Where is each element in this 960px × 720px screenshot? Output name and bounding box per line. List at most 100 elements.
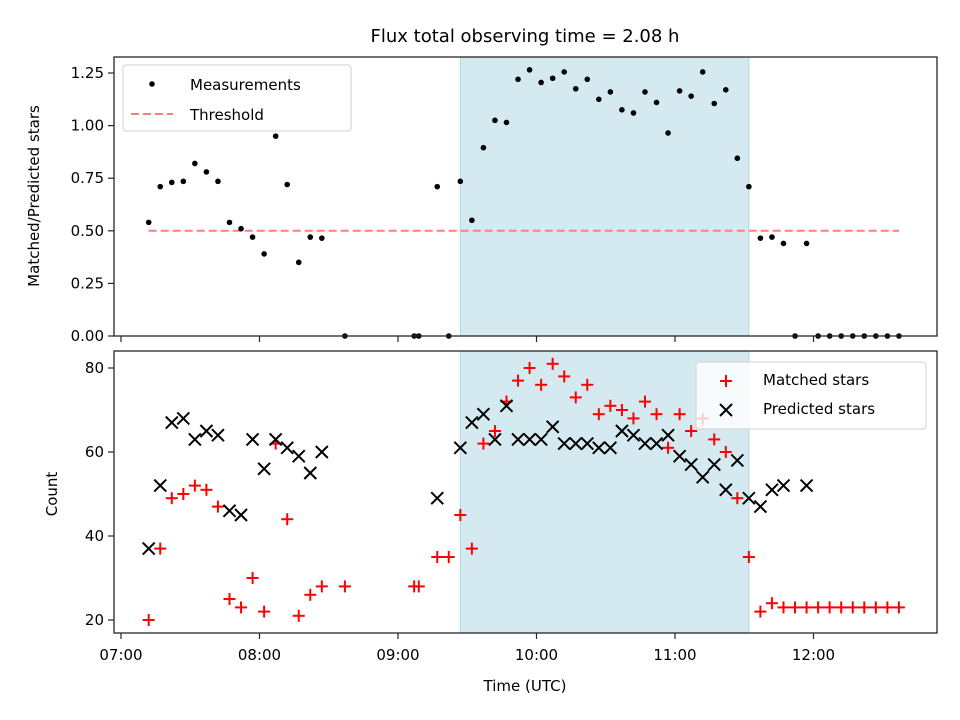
measurement-point (469, 217, 475, 224)
matched-stars-point (281, 513, 294, 526)
bottom-xtick-label: 11:00 (653, 646, 696, 664)
measurement-point (676, 88, 683, 94)
measurement-point (215, 178, 221, 185)
predicted-stars-point (684, 457, 698, 472)
predicted-stars-point (315, 445, 329, 459)
matched-stars-point (304, 588, 317, 601)
measurement-point (596, 96, 602, 103)
predicted-stars-point (303, 466, 317, 480)
matched-stars-point (523, 362, 536, 374)
predicted-stars-point (522, 432, 537, 447)
bottom-ylabel: Count (43, 472, 61, 517)
predicted-stars-point (234, 508, 248, 522)
matched-stars-point (477, 437, 490, 450)
predicted-stars-point (799, 478, 814, 493)
legend-predicted-marker (719, 403, 733, 417)
predicted-stars-point (257, 462, 271, 476)
chart-title: Flux total observing time = 2.08 h (371, 26, 680, 47)
top-ytick-label: 1.00 (71, 117, 104, 135)
predicted-stars-point (188, 432, 202, 447)
bottom-xtick-label: 09:00 (376, 646, 419, 664)
bottom-xtick-label: 08:00 (238, 646, 281, 664)
bottom-xlabel: Time (UTC) (483, 677, 567, 695)
measurement-point (238, 225, 244, 232)
predicted-stars-point (222, 504, 237, 518)
predicted-stars-point (707, 457, 721, 472)
matched-stars-point (754, 605, 767, 618)
top-legend: Measurements Threshold (122, 64, 352, 132)
measurement-point (168, 179, 175, 186)
measurement-point (157, 183, 164, 190)
matched-stars-point (211, 500, 224, 513)
predicted-stars-point (465, 415, 479, 430)
matched-stars-point (673, 408, 686, 421)
predicted-stars-point (499, 399, 514, 413)
measurement-point (492, 117, 498, 124)
predicted-stars-point (534, 432, 548, 447)
matched-stars-point (846, 601, 859, 614)
matched-stars-point (742, 551, 755, 563)
predicted-stars-point (776, 478, 791, 493)
matched-stars-point (650, 408, 663, 421)
bottom-ytick-label: 40 (85, 527, 104, 545)
measurement-point (688, 93, 694, 99)
matched-stars-point (569, 391, 582, 404)
predicted-stars-point (511, 432, 525, 447)
matched-stars-point (246, 572, 259, 584)
matched-stars-point (223, 593, 236, 605)
measurement-point (526, 67, 533, 73)
predicted-stars-point (280, 441, 294, 455)
matched-stars-point (581, 378, 594, 391)
measurement-point (642, 89, 648, 95)
measurement-point (307, 234, 314, 240)
measurement-point (757, 235, 764, 241)
measurement-point (561, 69, 567, 75)
predicted-stars-point (661, 428, 675, 442)
matched-stars-point (765, 597, 778, 610)
predicted-stars-point (730, 453, 745, 468)
measurement-point (457, 178, 464, 185)
legend-measurements-marker (149, 81, 155, 87)
predicted-stars-point (557, 436, 571, 451)
top-ylabel: Matched/Predicted stars (25, 105, 43, 287)
matched-stars-point (823, 601, 836, 614)
matched-stars-point (835, 601, 848, 614)
top-ytick-label: 0.00 (71, 327, 104, 345)
matched-stars-point (685, 425, 698, 437)
measurement-point (711, 100, 718, 107)
bottom-xtick-label: 10:00 (515, 646, 558, 664)
top-shaded-region (459, 56, 750, 337)
matched-stars-point (708, 433, 721, 446)
matched-stars-point (662, 441, 675, 454)
matched-stars-point (442, 551, 455, 563)
measurement-point (653, 99, 660, 106)
predicted-stars-point (753, 499, 768, 514)
measurement-point (769, 234, 775, 240)
measurement-point (734, 155, 741, 162)
measurement-point (226, 219, 233, 226)
matched-stars-point (412, 580, 425, 593)
matched-stars-point (789, 601, 802, 614)
predicted-stars-point (719, 483, 733, 497)
predicted-stars-point (430, 491, 444, 505)
predicted-stars-point (638, 436, 652, 451)
top-ytick-label: 0.25 (71, 274, 104, 292)
measurement-point (665, 130, 671, 136)
legend-matched-marker (720, 375, 732, 387)
predicted-stars-point (545, 420, 560, 434)
matched-stars-point (812, 601, 825, 614)
predicted-stars-point (615, 424, 629, 438)
matched-stars-point (235, 601, 248, 614)
bottom-ytick-label: 60 (85, 443, 104, 461)
matched-stars-point (892, 601, 905, 614)
top-ytick-label: 1.25 (71, 64, 104, 82)
matched-stars-point (465, 542, 478, 555)
bottom-legend: Matched stars Predicted stars (695, 361, 927, 430)
matched-stars-point (431, 551, 444, 563)
measurement-point (699, 69, 706, 75)
predicted-stars-point (165, 415, 179, 430)
measurement-point (572, 85, 579, 92)
predicted-stars-point (476, 407, 491, 421)
matched-stars-point (454, 509, 467, 521)
predicted-stars-point (672, 449, 687, 463)
